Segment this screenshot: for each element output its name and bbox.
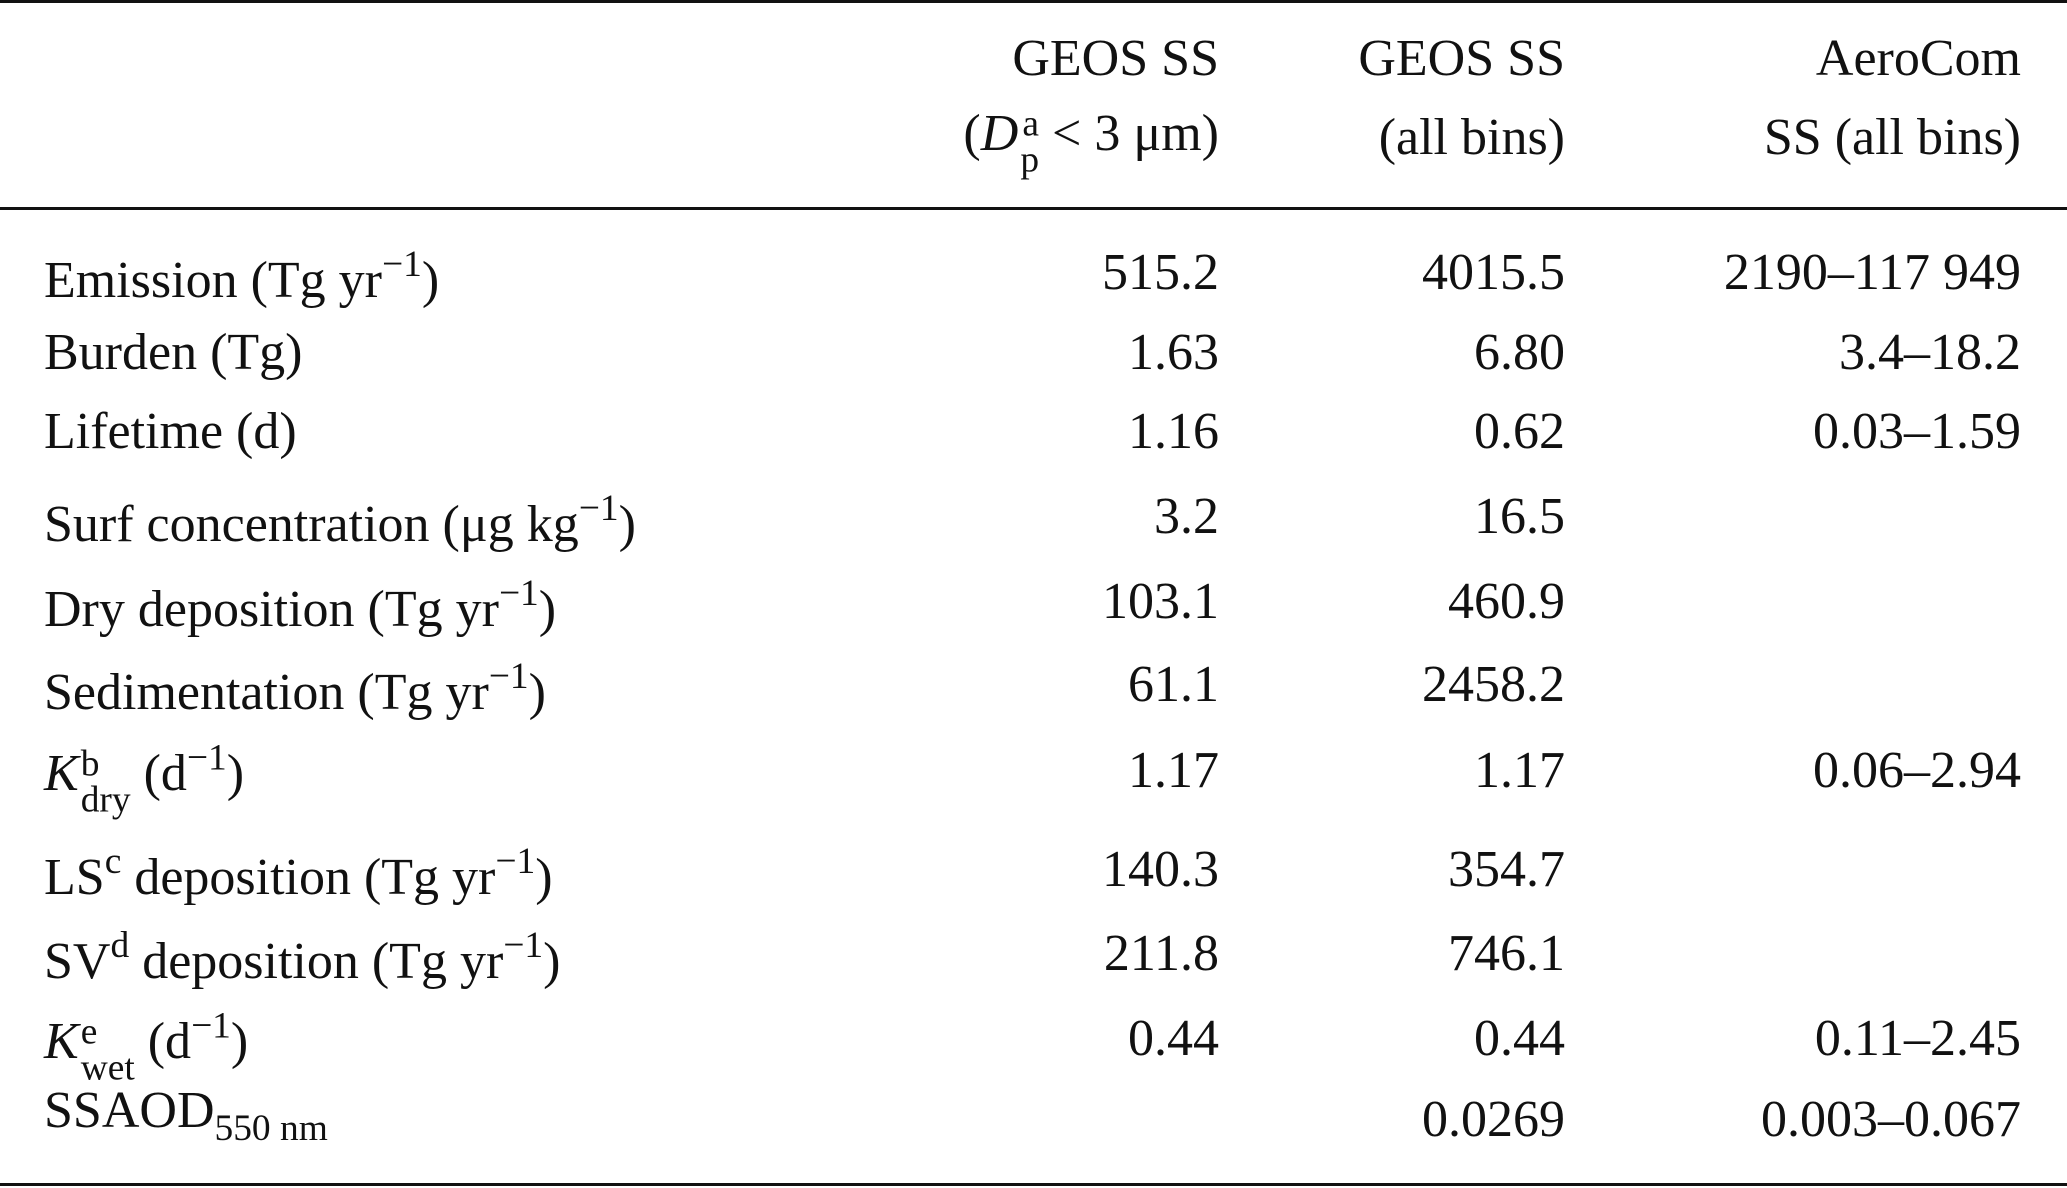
value-cell: 1.63	[1128, 324, 1219, 381]
text: (d	[134, 1012, 192, 1070]
superscript: −1	[191, 1005, 231, 1047]
text: Burden (Tg)	[44, 324, 303, 381]
text: )	[421, 251, 440, 309]
italic-symbol: K	[44, 1012, 79, 1070]
superscript: d	[110, 925, 130, 967]
value-cell: 6.80	[1474, 324, 1565, 381]
row-label: Sedimentation (Tg yr−1)	[44, 647, 546, 723]
superscript: −1	[578, 488, 619, 530]
row-label: SVd deposition (Tg yr−1)	[44, 916, 560, 992]
superscript: −1	[503, 925, 544, 967]
text: (all bins)	[1378, 109, 1565, 166]
value-cell: 1.17	[1474, 742, 1565, 799]
superscript: b	[80, 743, 100, 785]
text: Surf concentration (μg kg	[44, 495, 579, 553]
value-cell: 354.7	[1448, 841, 1565, 898]
superscript: −1	[186, 737, 227, 779]
superscript: e	[80, 1011, 98, 1053]
value-cell: 460.9	[1448, 573, 1565, 630]
bottom-rule	[0, 1183, 2067, 1186]
superscript: −1	[495, 841, 536, 883]
text: GEOS SS	[1012, 30, 1219, 87]
text: )	[538, 580, 557, 638]
subscript: dry	[80, 779, 131, 821]
text: < 3 μm)	[1039, 104, 1219, 162]
value-cell: 4015.5	[1422, 244, 1565, 301]
column-header: GEOS SS	[1012, 29, 1219, 89]
subscript: p	[1020, 139, 1040, 180]
italic-symbol: K	[44, 744, 79, 802]
value-cell: 211.8	[1103, 925, 1219, 982]
text: Sedimentation (Tg yr	[44, 663, 489, 721]
text: Emission (Tg yr	[44, 251, 382, 309]
text: )	[226, 744, 245, 802]
row-label: Dry deposition (Tg yr−1)	[44, 564, 556, 640]
value-cell: 2458.2	[1422, 656, 1565, 713]
text: SSAOD	[44, 1081, 215, 1139]
column-header: (all bins)	[1379, 108, 1565, 168]
value-cell: 0.44	[1128, 1010, 1219, 1067]
script-stack: e wet	[80, 1011, 135, 1089]
top-rule	[0, 0, 2067, 3]
subscript: wet	[80, 1047, 135, 1089]
text: Lifetime (d)	[44, 403, 297, 460]
italic-symbol: D	[980, 104, 1019, 162]
row-label: Surf concentration (μg kg−1)	[44, 479, 636, 555]
row-label: Lifetime (d)	[44, 402, 297, 462]
value-cell: 2190–117 949	[1723, 244, 2021, 301]
value-cell: 0.06–2.94	[1813, 742, 2021, 799]
row-label: Emission (Tg yr−1)	[44, 235, 439, 311]
value-cell: 103.1	[1102, 573, 1219, 630]
text: (d	[130, 744, 187, 802]
value-cell: 0.44	[1474, 1010, 1565, 1067]
row-label: SSAOD550 nm	[44, 1081, 328, 1159]
column-header: AeroCom	[1816, 29, 2021, 89]
superscript: a	[1022, 103, 1040, 145]
value-cell: 16.5	[1474, 488, 1565, 545]
text: deposition (Tg yr	[129, 932, 504, 990]
superscript: −1	[498, 573, 539, 615]
text: deposition (Tg yr	[121, 848, 496, 906]
value-cell: 140.3	[1102, 841, 1219, 898]
value-cell: 0.03–1.59	[1813, 403, 2021, 460]
superscript: c	[104, 841, 122, 883]
row-label: Burden (Tg)	[44, 323, 302, 383]
value-cell: 1.16	[1128, 403, 1219, 460]
subscript: 550 nm	[214, 1108, 328, 1150]
value-cell: 1.17	[1128, 742, 1219, 799]
value-cell: 3.2	[1154, 488, 1219, 545]
column-header: SS (all bins)	[1764, 108, 2021, 168]
value-cell: 0.62	[1474, 403, 1565, 460]
text: SS (all bins)	[1763, 109, 2021, 166]
value-cell: 3.4–18.2	[1839, 324, 2021, 381]
text: (	[963, 104, 981, 162]
value-cell: 0.11–2.45	[1814, 1010, 2021, 1067]
text: AeroCom	[1815, 30, 2021, 87]
text: )	[528, 663, 546, 721]
text: SV	[44, 932, 111, 990]
text: )	[535, 848, 553, 906]
value-cell: 0.003–0.067	[1761, 1091, 2021, 1148]
column-header: GEOS SS	[1358, 29, 1565, 89]
text: )	[543, 932, 561, 990]
superscript: −1	[381, 244, 422, 286]
value-cell: 0.0269	[1422, 1091, 1565, 1148]
text: LS	[44, 848, 105, 906]
text: )	[618, 495, 636, 553]
text: Dry deposition (Tg yr	[44, 580, 499, 638]
column-header: (D a p < 3 μm)	[963, 102, 1219, 178]
value-cell: 515.2	[1102, 244, 1219, 301]
text: )	[230, 1012, 249, 1070]
text: GEOS SS	[1358, 30, 1565, 87]
header-rule	[0, 207, 2067, 210]
superscript: −1	[488, 656, 529, 698]
value-cell: 746.1	[1448, 925, 1565, 982]
row-label: LSc deposition (Tg yr−1)	[44, 832, 553, 908]
script-stack: b dry	[80, 743, 131, 821]
value-cell: 61.1	[1128, 656, 1219, 713]
